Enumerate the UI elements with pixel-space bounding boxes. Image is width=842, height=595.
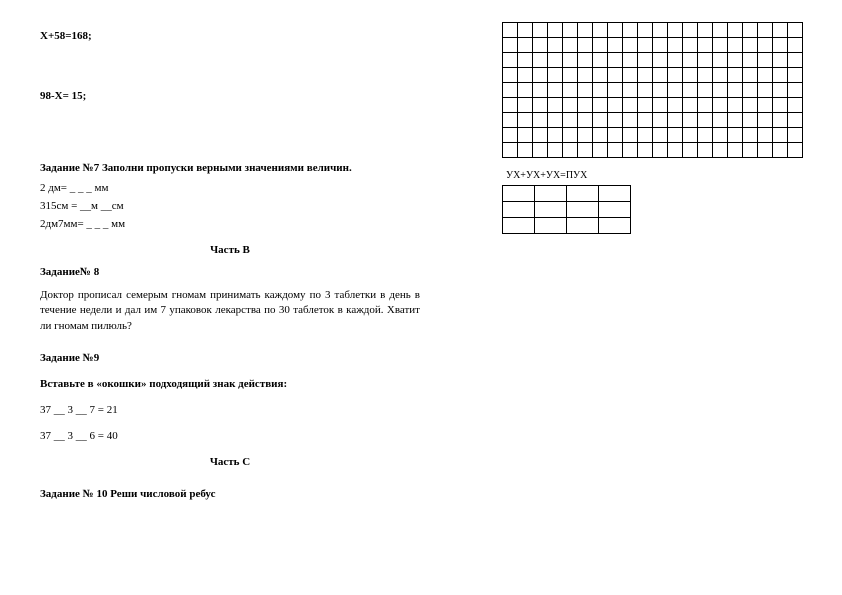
task7-title: Задание №7 Заполни пропуски верными знач… (40, 162, 420, 174)
equation-1: Х+58=168; (40, 30, 420, 42)
left-column: Х+58=168; 98-Х= 15; Задание №7 Заполни п… (40, 30, 420, 500)
equation-2: 98-Х= 15; (40, 90, 420, 102)
small-grid (502, 185, 631, 234)
task9-eq1: 37 __ 3 __ 7 = 21 (40, 404, 420, 416)
part-b-heading: Часть В (40, 244, 420, 256)
task7-line3: 2дм7мм= _ _ _ мм (40, 218, 420, 230)
part-c-heading: Часть С (40, 456, 420, 468)
rebus-label: УХ+УХ+УХ=ПУХ (502, 170, 812, 181)
task7-line2: 315см = __м __см (40, 200, 420, 212)
task8-body: Доктор прописал семерым гномам принимать… (40, 288, 420, 334)
right-column: УХ+УХ+УХ=ПУХ (502, 22, 812, 234)
task9-title: Задание №9 (40, 352, 420, 364)
big-grid (502, 22, 803, 158)
task10-title: Задание № 10 Реши числовой ребус (40, 488, 420, 500)
task8-title: Задание№ 8 (40, 266, 420, 278)
task9-instruction: Вставьте в «окошки» подходящий знак дейс… (40, 378, 420, 390)
task9-eq2: 37 __ 3 __ 6 = 40 (40, 430, 420, 442)
task7-line1: 2 дм= _ _ _ мм (40, 182, 420, 194)
